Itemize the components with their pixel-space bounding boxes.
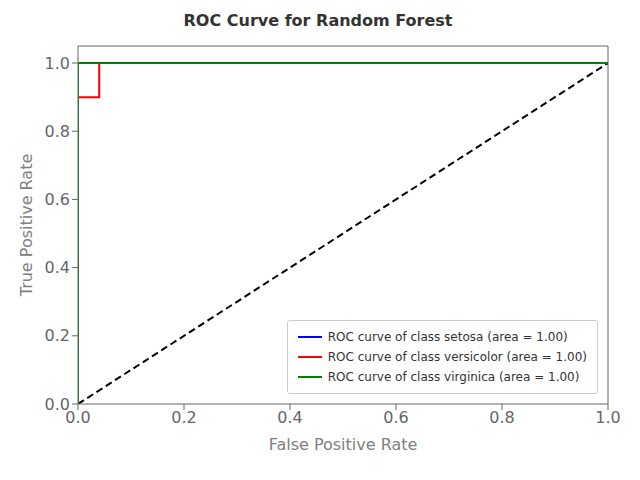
svg-text:0.2: 0.2	[171, 408, 196, 427]
svg-text:1.0: 1.0	[45, 54, 70, 73]
svg-text:1.0: 1.0	[595, 408, 620, 427]
svg-text:0.4: 0.4	[45, 258, 70, 277]
html-text:ROC curve of class setosa (are: ROC curve of class setosa (area = 1.00)	[327, 330, 568, 344]
html-text:ROC curve of class versicolor: ROC curve of class versicolor (area = 1.…	[327, 350, 587, 364]
svg-text:0.6: 0.6	[383, 408, 408, 427]
svg-text:0.8: 0.8	[45, 122, 70, 141]
html-text:ROC curve of class virginica (: ROC curve of class virginica (area = 1.0…	[327, 370, 580, 384]
html-text:ROC Curve for Random Forest: ROC Curve for Random Forest	[183, 11, 453, 30]
svg-text:0.2: 0.2	[45, 326, 70, 345]
svg-text:0.0: 0.0	[45, 395, 70, 414]
svg-text:False Positive Rate: False Positive Rate	[269, 435, 418, 454]
svg-text:0.6: 0.6	[45, 190, 70, 209]
svg-text:0.0: 0.0	[65, 408, 91, 428]
svg-text:0.4: 0.4	[277, 408, 302, 427]
svg-text:0.8: 0.8	[489, 408, 514, 427]
svg-text:True Positive Rate: True Positive Rate	[17, 154, 36, 298]
